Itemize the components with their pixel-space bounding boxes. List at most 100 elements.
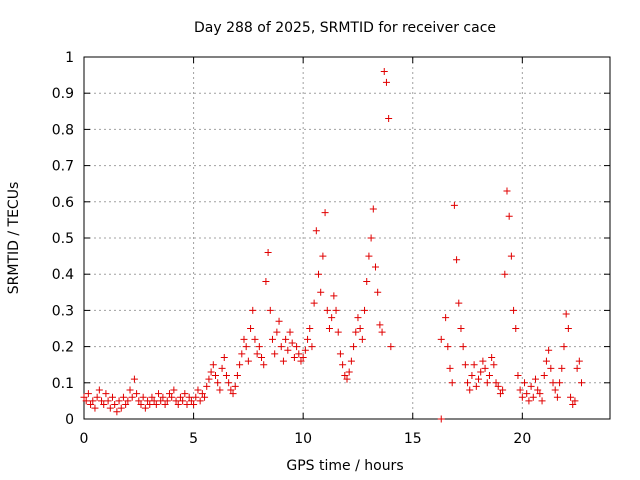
- data-point: [233, 372, 241, 380]
- y-tick-label: 0.5: [52, 231, 74, 247]
- data-point: [470, 361, 478, 369]
- data-point: [450, 201, 458, 209]
- data-point: [341, 372, 349, 380]
- data-point: [187, 397, 195, 405]
- data-point: [253, 350, 261, 358]
- data-point: [209, 361, 217, 369]
- x-tick-label: 20: [513, 431, 531, 447]
- data-point: [455, 299, 463, 307]
- x-tick-label: 5: [189, 431, 198, 447]
- data-point: [547, 364, 555, 372]
- data-point: [251, 335, 259, 343]
- data-point: [260, 361, 268, 369]
- data-point: [273, 328, 281, 336]
- data-point: [336, 350, 344, 358]
- data-point: [111, 401, 119, 409]
- data-point: [529, 393, 537, 401]
- grid-layer: [84, 57, 610, 419]
- data-point: [168, 393, 176, 401]
- data-point: [312, 227, 320, 235]
- y-tick-label: 0.8: [52, 122, 74, 138]
- data-point: [106, 404, 114, 412]
- data-point: [363, 277, 371, 285]
- data-point: [117, 404, 125, 412]
- data-point: [284, 346, 292, 354]
- data-point: [163, 397, 171, 405]
- data-point: [282, 335, 290, 343]
- x-tick-label: 15: [404, 431, 422, 447]
- data-point: [503, 187, 511, 195]
- data-point: [244, 357, 252, 365]
- data-point: [271, 350, 279, 358]
- data-point: [514, 372, 522, 380]
- data-point: [512, 325, 520, 332]
- data-point: [571, 397, 579, 405]
- data-point: [201, 393, 209, 401]
- data-point: [540, 372, 548, 380]
- data-point: [310, 299, 318, 307]
- data-point: [165, 390, 173, 398]
- data-point: [542, 357, 550, 365]
- x-tick-label: 0: [80, 431, 89, 447]
- data-point: [301, 346, 309, 354]
- data-point: [290, 353, 298, 361]
- data-point: [578, 379, 586, 387]
- x-tick-label: 10: [294, 431, 312, 447]
- data-point: [176, 393, 184, 401]
- data-point: [558, 364, 566, 372]
- data-point: [575, 357, 583, 365]
- data-point: [325, 325, 333, 332]
- data-point: [521, 379, 529, 387]
- data-point: [352, 328, 360, 336]
- y-tick-label: 0.1: [52, 376, 74, 392]
- data-point: [84, 390, 92, 398]
- data-point: [485, 372, 493, 380]
- data-point: [330, 292, 338, 300]
- data-point: [328, 314, 336, 322]
- data-point: [343, 375, 351, 383]
- data-point: [347, 357, 355, 365]
- data-point: [501, 270, 509, 278]
- data-point: [255, 343, 263, 351]
- data-point: [308, 343, 316, 351]
- chart-title: Day 288 of 2025, SRMTID for receiver cac…: [194, 20, 496, 36]
- data-point: [174, 401, 182, 409]
- data-point: [494, 382, 502, 390]
- data-point: [286, 328, 294, 336]
- data-point: [216, 386, 224, 394]
- data-point: [181, 390, 189, 398]
- data-point: [545, 346, 553, 354]
- data-point: [279, 357, 287, 365]
- data-point: [356, 325, 364, 332]
- data-point: [354, 314, 362, 322]
- data-point: [490, 361, 498, 369]
- plot-frame: [83, 56, 611, 420]
- data-point: [150, 397, 158, 405]
- data-point: [190, 401, 198, 409]
- data-point: [135, 397, 143, 405]
- data-point: [299, 353, 307, 361]
- data-point: [332, 306, 340, 314]
- data-point: [304, 335, 312, 343]
- data-point: [562, 310, 570, 318]
- data-point: [481, 364, 489, 372]
- data-point: [192, 393, 200, 401]
- data-point: [510, 306, 518, 314]
- data-point: [477, 368, 485, 376]
- data-point: [387, 343, 395, 351]
- data-point: [365, 252, 373, 260]
- data-point: [225, 379, 233, 387]
- y-tick-label: 0.4: [52, 267, 74, 283]
- y-tick-label: 1: [65, 50, 74, 66]
- data-point: [483, 379, 491, 387]
- y-tick-label: 0.7: [52, 159, 74, 175]
- data-point: [448, 379, 456, 387]
- data-point: [159, 393, 167, 401]
- data-point: [488, 353, 496, 361]
- data-point: [124, 397, 132, 405]
- data-point: [220, 353, 228, 361]
- data-point: [339, 361, 347, 369]
- data-point: [115, 397, 123, 405]
- y-tick-label: 0.3: [52, 303, 74, 319]
